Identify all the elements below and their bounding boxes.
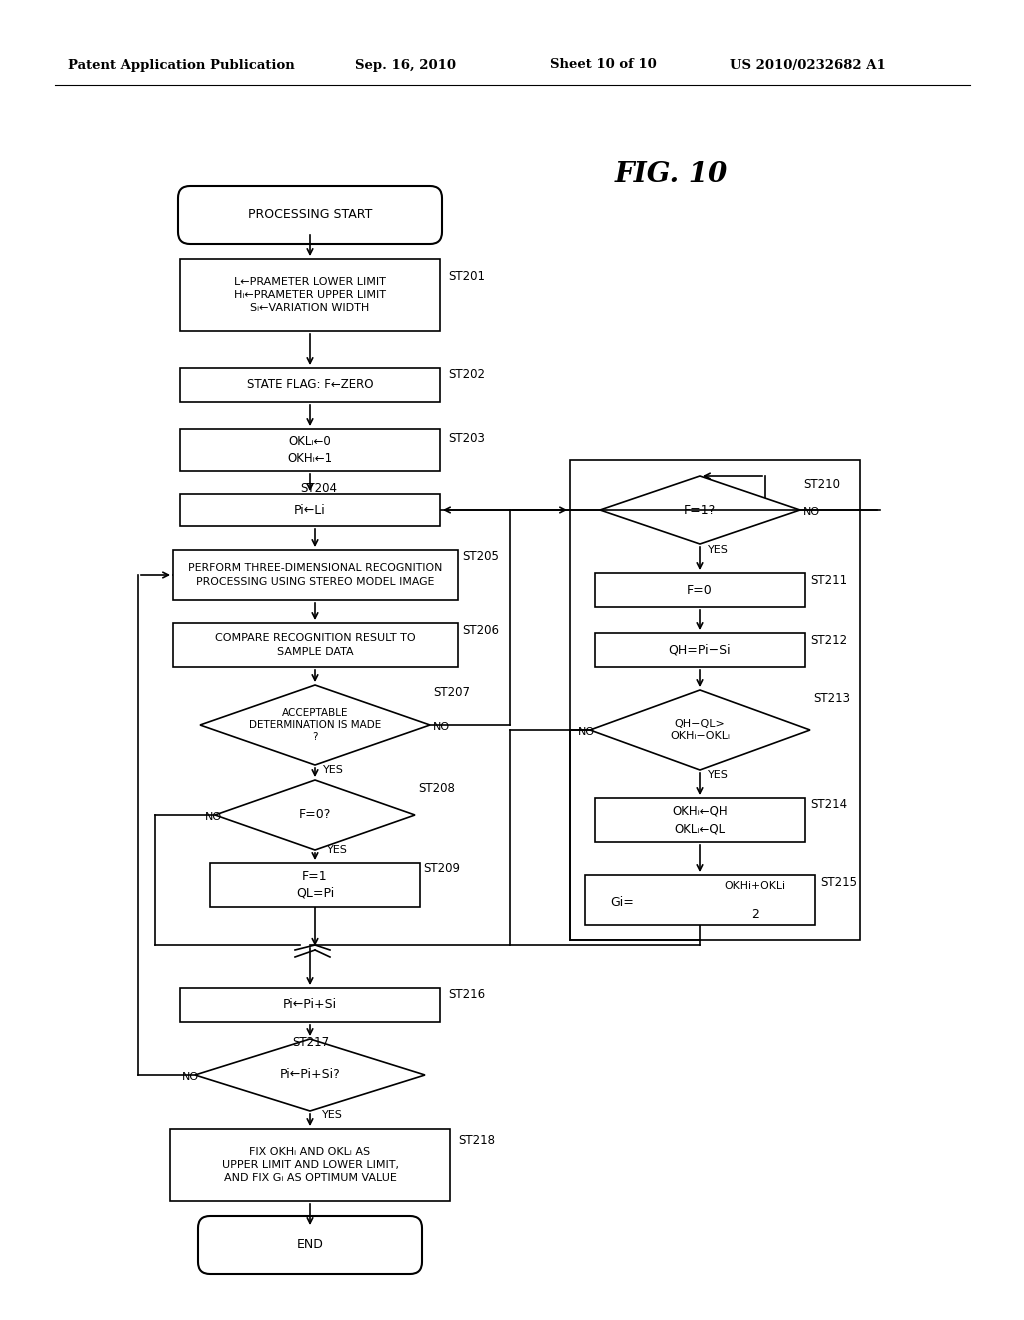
- Text: ST218: ST218: [458, 1134, 495, 1147]
- Bar: [595, 799, 805, 842]
- Bar: [180, 494, 440, 525]
- Text: ST216: ST216: [449, 989, 485, 1002]
- Text: Sep. 16, 2010: Sep. 16, 2010: [355, 58, 456, 71]
- Text: Patent Application Publication: Patent Application Publication: [68, 58, 295, 71]
- Text: END: END: [297, 1238, 324, 1251]
- Text: NO: NO: [803, 507, 820, 517]
- Bar: [180, 987, 440, 1022]
- Text: ST205: ST205: [462, 550, 499, 564]
- Text: FIG. 10: FIG. 10: [615, 161, 728, 189]
- Text: ST202: ST202: [449, 368, 485, 381]
- Text: ST203: ST203: [449, 432, 485, 445]
- Text: PERFORM THREE-DIMENSIONAL RECOGNITION
PROCESSING USING STEREO MODEL IMAGE: PERFORM THREE-DIMENSIONAL RECOGNITION PR…: [187, 564, 442, 586]
- Text: L←PRAMETER LOWER LIMIT
Hᵢ←PRAMETER UPPER LIMIT
Sᵢ←VARIATION WIDTH: L←PRAMETER LOWER LIMIT Hᵢ←PRAMETER UPPER…: [234, 277, 386, 313]
- Bar: [172, 550, 458, 601]
- Text: ST206: ST206: [462, 624, 499, 638]
- Text: Gi=: Gi=: [610, 895, 634, 908]
- Text: OKHᵢ←QH
OKLᵢ←QL: OKHᵢ←QH OKLᵢ←QL: [672, 805, 728, 836]
- Polygon shape: [195, 1039, 425, 1111]
- Bar: [170, 1129, 450, 1201]
- Text: NO: NO: [578, 727, 595, 737]
- Text: NO: NO: [433, 722, 451, 733]
- Text: YES: YES: [708, 545, 729, 554]
- Text: F=0: F=0: [687, 583, 713, 597]
- Text: F=0?: F=0?: [299, 808, 331, 821]
- Text: YES: YES: [323, 766, 344, 775]
- Text: US 2010/0232682 A1: US 2010/0232682 A1: [730, 58, 886, 71]
- Text: OKLᵢ←0
OKHᵢ←1: OKLᵢ←0 OKHᵢ←1: [288, 436, 333, 465]
- Text: F=1?: F=1?: [684, 503, 716, 516]
- Text: QH=Pi−Si: QH=Pi−Si: [669, 644, 731, 656]
- Text: ST217: ST217: [292, 1036, 329, 1049]
- Text: PROCESSING START: PROCESSING START: [248, 209, 372, 222]
- Bar: [210, 863, 420, 907]
- Bar: [180, 259, 440, 331]
- Text: F=1
QL=Pi: F=1 QL=Pi: [296, 870, 334, 900]
- Polygon shape: [215, 780, 415, 850]
- Bar: [585, 875, 815, 925]
- Bar: [570, 459, 860, 940]
- Text: Pi←Pi+Si: Pi←Pi+Si: [283, 998, 337, 1011]
- Text: ST215: ST215: [820, 875, 857, 888]
- Text: ST214: ST214: [810, 797, 847, 810]
- Text: STATE FLAG: F←ZERO: STATE FLAG: F←ZERO: [247, 379, 374, 392]
- Text: ST210: ST210: [803, 478, 840, 491]
- Text: OKHi+OKLi: OKHi+OKLi: [725, 880, 785, 891]
- Bar: [595, 573, 805, 607]
- Text: ST201: ST201: [449, 271, 485, 284]
- Bar: [180, 429, 440, 471]
- Text: ST211: ST211: [810, 573, 847, 586]
- Text: ST204: ST204: [300, 482, 337, 495]
- Polygon shape: [200, 685, 430, 766]
- Text: ACCEPTABLE
DETERMINATION IS MADE
?: ACCEPTABLE DETERMINATION IS MADE ?: [249, 708, 381, 742]
- Text: NO: NO: [182, 1072, 199, 1082]
- Text: ST207: ST207: [433, 686, 470, 700]
- Text: ST208: ST208: [418, 783, 455, 796]
- Text: YES: YES: [322, 1110, 343, 1119]
- FancyBboxPatch shape: [178, 186, 442, 244]
- Text: YES: YES: [327, 845, 348, 855]
- Text: ST213: ST213: [813, 692, 850, 705]
- Text: QH−QL>
OKHᵢ−OKLᵢ: QH−QL> OKHᵢ−OKLᵢ: [670, 719, 730, 742]
- Text: ST209: ST209: [423, 862, 460, 875]
- Text: FIX OKHᵢ AND OKLᵢ AS
UPPER LIMIT AND LOWER LIMIT,
AND FIX Gᵢ AS OPTIMUM VALUE: FIX OKHᵢ AND OKLᵢ AS UPPER LIMIT AND LOW…: [221, 1147, 398, 1183]
- Polygon shape: [600, 477, 800, 544]
- Text: NO: NO: [205, 812, 222, 822]
- Text: 2: 2: [751, 908, 759, 920]
- Bar: [595, 634, 805, 667]
- Text: Pi←Pi+Si?: Pi←Pi+Si?: [280, 1068, 340, 1081]
- Text: Sheet 10 of 10: Sheet 10 of 10: [550, 58, 656, 71]
- Text: YES: YES: [708, 770, 729, 780]
- Text: COMPARE RECOGNITION RESULT TO
SAMPLE DATA: COMPARE RECOGNITION RESULT TO SAMPLE DAT…: [215, 634, 416, 656]
- Bar: [180, 368, 440, 403]
- Text: Pi←Li: Pi←Li: [294, 503, 326, 516]
- Polygon shape: [590, 690, 810, 770]
- Bar: [172, 623, 458, 667]
- Text: ST212: ST212: [810, 634, 847, 647]
- FancyBboxPatch shape: [198, 1216, 422, 1274]
